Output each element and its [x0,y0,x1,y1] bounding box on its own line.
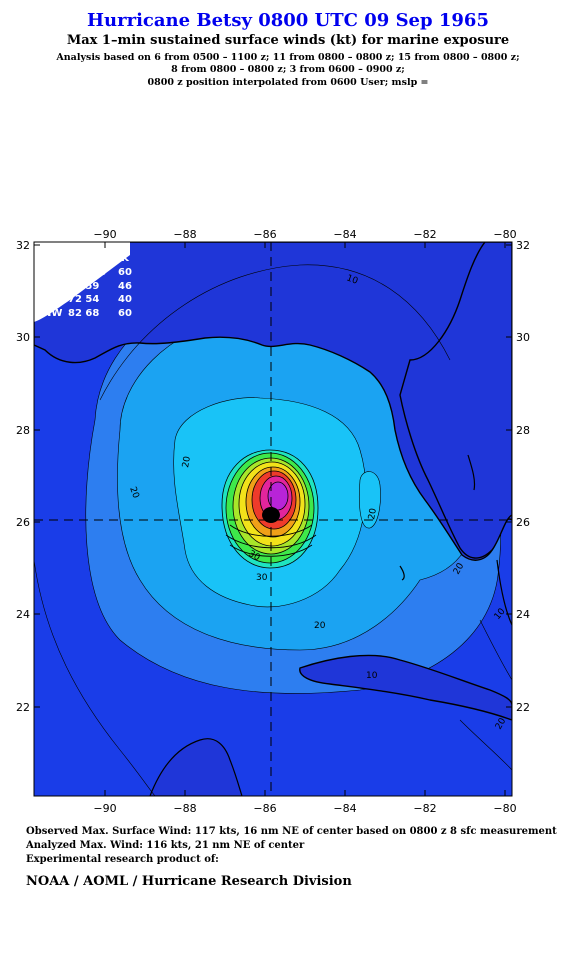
wind-table-row-4-a: 82 68 [68,308,99,319]
x-tick-top-84: −84 [333,228,356,241]
x-tick-top-88: −88 [173,228,196,241]
land-yucatan [149,738,243,796]
wind-table-row-2-b: 46 [118,281,132,292]
y-tick-left-30: 30 [16,331,30,344]
wind-table-row-3-q: W [47,294,58,305]
contour-label-30-s: 30 [256,573,268,583]
x-tick-bottom-80: −80 [493,802,516,815]
y-tick-right-32: 32 [516,239,530,252]
y-tick-right-28: 28 [516,424,530,437]
x-tick-bottom-86: −86 [253,802,276,815]
experimental-note: Experimental research product of: [26,854,219,865]
wind-table-row-1-a: 68 [92,267,106,278]
wind-radii-table-bg [34,242,130,322]
contour-label-20-w: 20 [127,486,140,500]
analysis-line-1: Analysis based on 6 from 0500 – 1100 z; … [56,52,520,63]
analyzed-max-wind: Analyzed Max. Wind: 116 kts, 21 nm NE of… [26,840,305,851]
y-tick-left-26: 26 [16,516,30,529]
land-bahamas [399,454,512,626]
contour-label-10-n: 10 [345,273,359,286]
map-title: Hurricane Betsy 0800 UTC 09 Sep 1965 [87,10,489,31]
land-cuba [299,654,512,721]
contour-label-20-e: 20 [367,507,379,520]
contour-label-10-cuba: 10 [366,671,378,681]
y-tick-left-32: 32 [16,239,30,252]
wind-radii-table: K 64K 68 60 73 59 46 W 72 54 40 NW 82 68… [43,253,132,319]
y-tick-right-22: 22 [516,701,530,714]
observed-max-wind: Observed Max. Surface Wind: 117 kts, 16 … [26,826,557,837]
contour-10-south [34,559,156,796]
analysis-line-2: 8 from 0800 – 0800 z; 3 from 0600 – 0900… [171,64,405,75]
wind-table-row-3-b: 40 [118,294,132,305]
x-tick-top-90: −90 [93,228,116,241]
southern-contour-lines [225,524,317,557]
y-tick-right-26: 26 [516,516,530,529]
contour-label-20-s: 20 [314,621,326,631]
map-subtitle: Max 1–min sustained surface winds (kt) f… [66,33,510,48]
x-tick-top-80: −80 [493,228,516,241]
analysis-line-3: 0800 z position interpolated from 0600 U… [147,77,429,88]
y-tick-left-28: 28 [16,424,30,437]
contour-label-20-nw: 20 [181,455,193,468]
wind-table-row-2-a: 73 59 [68,281,99,292]
y-tick-right-24: 24 [516,608,530,621]
wind-table-row-4-b: 60 [118,308,132,319]
wind-table-row-3-a: 72 54 [68,294,99,305]
x-tick-bottom-90: −90 [93,802,116,815]
contour-10-north [99,264,451,401]
wind-table-row-4-q: NW [43,308,62,319]
land-florida [399,242,512,559]
x-tick-top-82: −82 [413,228,436,241]
plot-frame [33,241,513,797]
y-tick-left-24: 24 [16,608,30,621]
y-tick-left-22: 22 [16,701,30,714]
land-gulf-coast [34,242,512,561]
y-tick-right-30: 30 [516,331,530,344]
x-tick-bottom-82: −82 [413,802,436,815]
wind-table-row-1-b: 60 [118,267,132,278]
x-tick-top-86: −86 [253,228,276,241]
wind-table-header: K 64K [96,253,130,264]
wind-band-30-east [359,471,381,529]
axis-ticks [34,242,512,796]
contour-10-east [459,619,512,771]
x-tick-bottom-84: −84 [333,802,356,815]
x-tick-bottom-88: −88 [173,802,196,815]
organization-name: NOAA / AOML / Hurricane Research Divisio… [26,874,352,889]
